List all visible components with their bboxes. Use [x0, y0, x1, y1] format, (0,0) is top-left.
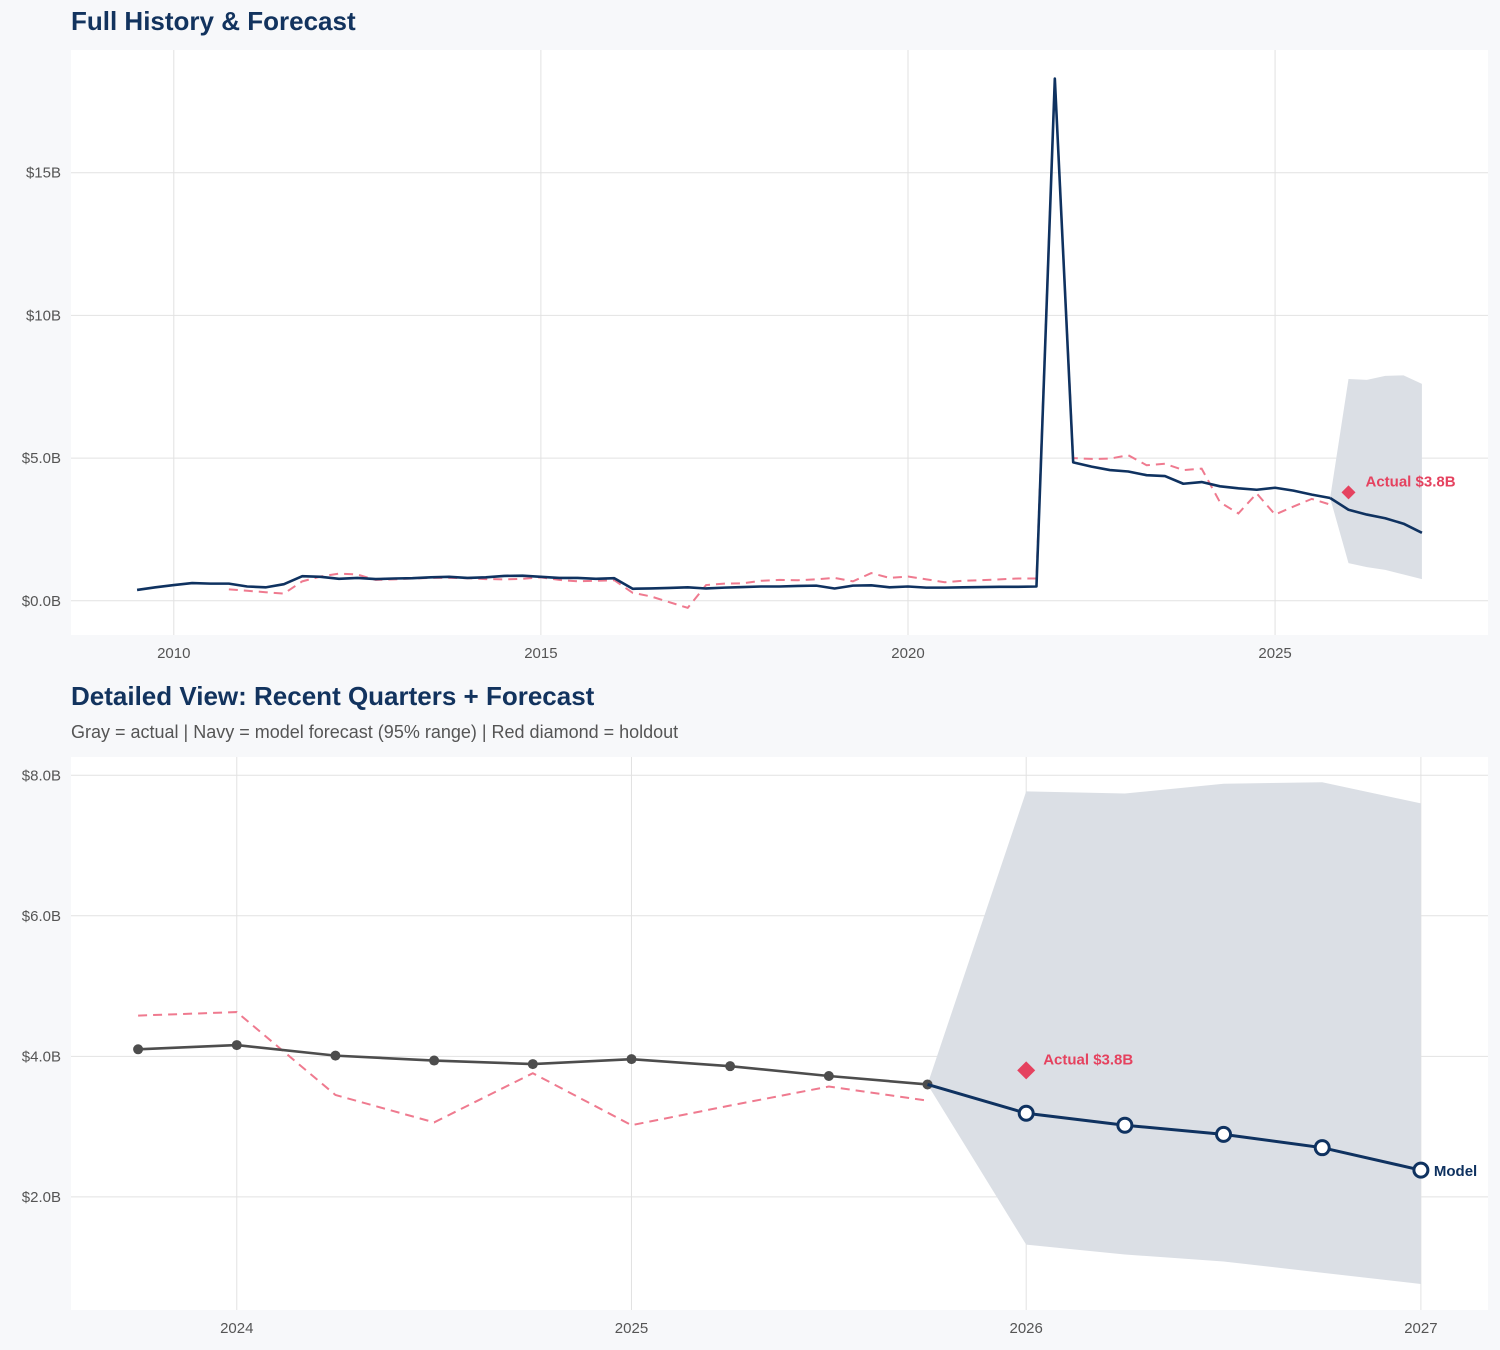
y-tick-label: $10B [26, 307, 61, 324]
forecast-point [1215, 1125, 1233, 1143]
chart-1: $2.0B $4.0B $6.0B $8.0B 2024 2025 2026 2027 Mode… [22, 757, 1488, 1337]
y-tick-label: $4.0B [22, 1048, 61, 1065]
holdout-diamond [1017, 1061, 1036, 1080]
actual-point [330, 1050, 341, 1061]
x-tick-label: 2025 [615, 1320, 648, 1337]
actual-point [429, 1055, 440, 1066]
forecast-95-band [927, 782, 1421, 1285]
plot-panel [71, 50, 1488, 635]
forecast-point [1412, 1161, 1430, 1179]
actual-point [823, 1071, 834, 1082]
history-line [136, 77, 1331, 592]
x-tick-label: 2010 [157, 645, 190, 662]
y-tick-label: $15B [26, 165, 61, 182]
actual-point [725, 1061, 736, 1072]
actual-point [527, 1059, 538, 1070]
model-end-label: Model [1434, 1163, 1477, 1180]
y-tick-label: $8.0B [22, 767, 61, 784]
dashed-comparison-line [138, 1011, 928, 1127]
x-tick-label: 2020 [891, 645, 924, 662]
actual-point [626, 1054, 637, 1065]
y-tick-label: $5.0B [22, 450, 61, 467]
y-tick-label: $2.0B [22, 1189, 61, 1206]
forecast-95-band [1330, 375, 1422, 580]
actual-point [133, 1044, 144, 1055]
x-tick-label: 2015 [524, 645, 557, 662]
forecast-point [1313, 1139, 1331, 1157]
x-tick-label: 2027 [1404, 1320, 1437, 1337]
chart-title-full-history: Full History & Forecast [71, 6, 356, 36]
x-tick-label: 2026 [1010, 1320, 1043, 1337]
holdout-label: Actual $3.8B [1366, 473, 1456, 490]
chart-0: $0.0B $5.0B $10B $15B 2010 2015 2020 2025 Actual… [22, 50, 1488, 662]
x-tick-label: 2024 [220, 1320, 253, 1337]
forecast-line [1329, 496, 1423, 535]
forecast-point [1017, 1104, 1035, 1122]
x-tick-label: 2025 [1258, 645, 1291, 662]
y-tick-label: $6.0B [22, 908, 61, 925]
forecast-point [1116, 1116, 1134, 1134]
holdout-label: Actual $3.8B [1043, 1051, 1133, 1068]
y-tick-label: $0.0B [22, 593, 61, 610]
actual-point [231, 1040, 242, 1051]
dashed-comparison-line [228, 78, 1331, 610]
chart-subtitle-detailed: Gray = actual | Navy = model forecast (9… [71, 722, 679, 742]
chart-title-detailed: Detailed View: Recent Quarters + Forecas… [71, 681, 595, 711]
forecast-line [927, 1083, 1422, 1172]
holdout-diamond [1341, 485, 1356, 500]
